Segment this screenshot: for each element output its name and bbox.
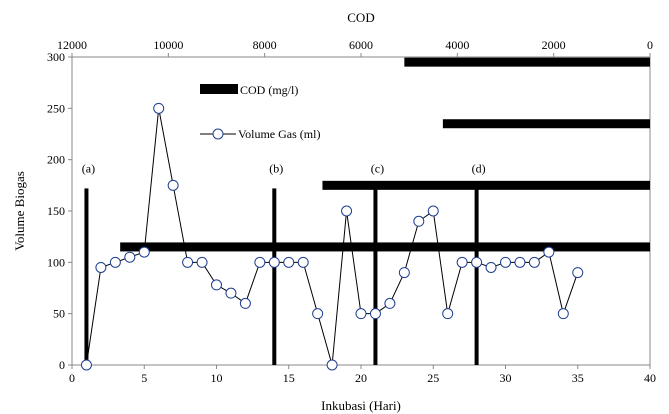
gas-point — [254, 256, 266, 268]
gas-point — [138, 246, 150, 258]
gas-point — [312, 308, 324, 320]
top-tick-label: 10000 — [153, 38, 183, 52]
gas-point — [557, 308, 569, 320]
phase-marker-line — [84, 188, 89, 365]
gas-point — [239, 297, 251, 309]
gas-point — [326, 359, 338, 371]
cod-bar — [442, 119, 650, 129]
phase-marker-label: (c) — [371, 161, 384, 175]
cod-bars — [120, 57, 650, 252]
x-tick-label: 35 — [572, 371, 584, 385]
phase-marker-label: (a) — [82, 161, 95, 175]
legend: COD (mg/l) Volume Gas (ml) — [200, 83, 320, 141]
gas-point — [211, 279, 222, 291]
gas-point — [341, 205, 353, 217]
x-tick-label: 40 — [644, 371, 656, 385]
gas-point — [124, 251, 136, 263]
gas-point — [485, 261, 497, 273]
phase-marker-line — [474, 188, 479, 365]
gas-point — [413, 215, 425, 227]
phase-marker-label: (d) — [472, 161, 486, 175]
phase-marker-line — [272, 188, 277, 365]
gas-point — [514, 256, 526, 268]
gas-point — [283, 256, 295, 268]
phase-marker-label: (b) — [269, 161, 283, 175]
y-tick-label: 150 — [47, 204, 65, 218]
gas-point — [196, 256, 208, 268]
x-tick-label: 5 — [141, 371, 147, 385]
y-tick-label: 50 — [53, 307, 65, 321]
gas-point — [153, 102, 165, 114]
top-tick-label: 8000 — [253, 38, 277, 52]
gas-point — [268, 256, 280, 268]
top-tick-label: 0 — [647, 38, 653, 52]
x-tick-label: 25 — [427, 371, 439, 385]
gas-point — [182, 256, 194, 268]
gas-point — [572, 267, 584, 279]
gas-point — [297, 256, 309, 268]
legend-gas-marker — [212, 128, 224, 140]
x-tick-label: 15 — [283, 371, 295, 385]
y-tick-label: 300 — [47, 50, 65, 64]
gas-point — [442, 308, 454, 320]
vertical-markers: (a) (b) (c) (d) — [82, 161, 486, 365]
gas-point — [80, 359, 92, 371]
x-tick-label: 10 — [211, 371, 223, 385]
legend-cod-label: COD (mg/l) — [240, 83, 298, 97]
y-axis-title: Volume Biogas — [12, 171, 27, 251]
gas-point — [398, 267, 410, 279]
gas-point — [384, 297, 396, 309]
x-tick-label: 0 — [69, 371, 75, 385]
top-tick-label: 12000 — [57, 38, 87, 52]
gas-point — [528, 256, 540, 268]
y-tick-label: 100 — [47, 255, 65, 269]
gas-point — [543, 246, 555, 258]
cod-bar — [322, 180, 650, 190]
legend-gas-label: Volume Gas (ml) — [238, 127, 320, 141]
gas-point — [95, 261, 107, 273]
gas-point — [500, 256, 511, 268]
y-tick-label: 0 — [59, 358, 65, 372]
gas-point — [109, 256, 121, 268]
x-tick-label: 20 — [355, 371, 367, 385]
y-tick-label: 200 — [47, 153, 65, 167]
gas-point — [456, 256, 468, 268]
top-axis-title: COD — [347, 10, 374, 25]
gas-point — [167, 179, 179, 191]
top-tick-label: 6000 — [349, 38, 373, 52]
y-tick-label: 250 — [47, 101, 65, 115]
gas-point — [355, 308, 367, 320]
x-tick-label: 30 — [500, 371, 512, 385]
phase-marker-line — [373, 188, 378, 365]
x-axis-title: Inkubasi (Hari) — [321, 398, 401, 413]
cod-bar — [120, 242, 650, 252]
top-tick-label: 2000 — [542, 38, 566, 52]
gas-point — [225, 287, 237, 299]
top-tick-label: 4000 — [445, 38, 469, 52]
gas-point — [427, 205, 439, 217]
gas-point — [471, 256, 483, 268]
gas-point — [369, 308, 381, 320]
cod-bar — [404, 57, 650, 67]
gas-series-line — [85, 108, 579, 366]
legend-cod-swatch — [200, 84, 238, 94]
gas-series — [80, 102, 584, 371]
